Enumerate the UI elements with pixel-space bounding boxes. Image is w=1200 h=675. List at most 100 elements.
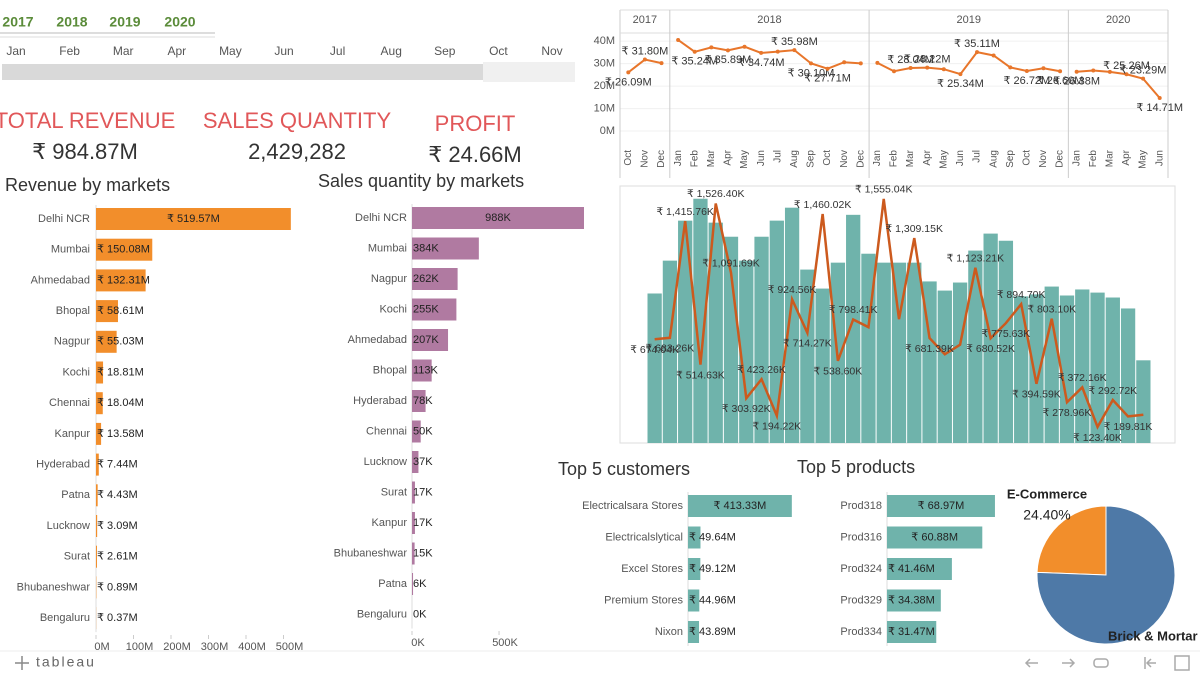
x-tick-label: Jan	[673, 150, 684, 166]
x-tick-label: 0K	[411, 637, 425, 649]
category-label: Delhi NCR	[355, 212, 407, 224]
point	[775, 49, 780, 54]
value-label: ₹ 35.24M	[671, 56, 718, 68]
month-filter[interactable]: Oct	[489, 44, 508, 58]
line	[677, 39, 861, 70]
bar	[887, 526, 983, 549]
x-tick-label: 400M	[238, 641, 266, 653]
year-filter[interactable]: 2020	[164, 14, 195, 30]
month-filter[interactable]: Apr	[167, 44, 186, 58]
bar	[96, 300, 118, 323]
point	[676, 37, 681, 42]
month-filter[interactable]: Feb	[59, 44, 80, 58]
category-label: Prod334	[840, 626, 882, 638]
category-label: Prod324	[840, 563, 882, 575]
category-label: Surat	[64, 551, 90, 563]
kpi-value: ₹ 24.66M	[428, 142, 522, 167]
month-filter[interactable]: Jan	[6, 44, 25, 58]
value-label: ₹ 25.26M	[1103, 60, 1150, 72]
bar	[412, 573, 414, 595]
line	[654, 198, 1144, 430]
tableau-logo	[15, 656, 29, 670]
bar	[96, 484, 98, 507]
bar	[846, 214, 861, 443]
x-tick-label: May	[938, 150, 949, 169]
value-label: ₹ 1,526.40K	[687, 188, 744, 200]
bar	[96, 361, 104, 384]
x-tick-label: Jul	[972, 150, 983, 163]
value-label: ₹ 35.89M	[705, 54, 752, 66]
category-label: Kochi	[62, 366, 90, 378]
month-filter[interactable]: Nov	[541, 44, 562, 58]
point	[626, 70, 631, 75]
month-filter[interactable]: Aug	[381, 44, 402, 58]
x-tick-label: 200M	[163, 641, 191, 653]
category-label: Prod329	[840, 594, 882, 606]
x-tick-label: 100M	[126, 641, 154, 653]
value-label: ₹ 423.26K	[737, 364, 786, 376]
toolbar[interactable]	[1024, 655, 1190, 671]
kpi-value: 2,429,282	[248, 139, 346, 164]
x-tick-label: Dec	[1055, 150, 1066, 168]
value-label: ₹ 303.92K	[722, 403, 771, 415]
category-label: Kanpur	[55, 428, 91, 440]
y-tick-label: 0M	[600, 125, 615, 137]
category-label: Kanpur	[372, 517, 408, 529]
category-label: Prod316	[840, 531, 882, 543]
point	[941, 67, 946, 72]
brand: tableau	[36, 654, 96, 670]
y-tick-label: 10M	[594, 102, 615, 114]
year-filter[interactable]: 2018	[56, 14, 87, 30]
category-label: Bhubaneshwar	[17, 581, 91, 593]
bar	[891, 262, 907, 443]
x-tick-label: 500K	[492, 637, 518, 649]
x-tick-label: Apr	[1121, 149, 1132, 165]
month-filter[interactable]: May	[219, 44, 242, 58]
bar	[412, 390, 426, 412]
value-label: ₹ 26.60M	[1037, 75, 1084, 87]
bar	[96, 208, 291, 230]
month-filter[interactable]: Sep	[434, 44, 456, 58]
category-label: Kochi	[379, 303, 407, 315]
category-label: Ahmedabad	[348, 334, 407, 346]
point	[1141, 76, 1146, 81]
category-label: Nixon	[655, 626, 683, 638]
point	[759, 50, 764, 55]
point	[1024, 68, 1029, 73]
x-tick-label: Aug	[988, 150, 999, 168]
value-label: ₹ 803.10K	[1027, 303, 1076, 315]
bar	[96, 392, 103, 415]
point	[808, 61, 813, 66]
category-label: Electricalsara Stores	[582, 500, 683, 512]
category-label: Excel Stores	[621, 563, 683, 575]
month-filter[interactable]: Jul	[330, 44, 345, 58]
category-label: Patna	[378, 578, 408, 590]
bar	[1136, 360, 1151, 443]
category-label: Premium Stores	[604, 594, 683, 606]
slider-range[interactable]	[2, 64, 483, 80]
year-filter[interactable]: 2017	[2, 14, 33, 30]
month-filter[interactable]: Jun	[274, 44, 293, 58]
value-label: ₹ 41.46M	[888, 563, 935, 575]
value-label: ₹ 27.71M	[804, 73, 851, 85]
pie-slice	[1036, 505, 1176, 645]
bar	[412, 207, 584, 229]
point	[659, 61, 664, 66]
point	[725, 48, 730, 53]
bar	[412, 512, 415, 534]
bar	[412, 542, 415, 565]
value-label: ₹ 58.61M	[97, 305, 144, 317]
month-filter[interactable]: Mar	[113, 44, 134, 58]
point	[991, 53, 996, 58]
category-label: Chennai	[49, 397, 90, 409]
x-tick-label: Oct	[1021, 150, 1032, 166]
x-tick-label: 0M	[94, 641, 109, 653]
year-filter[interactable]: 2019	[109, 14, 140, 30]
value-label: ₹ 26.38M	[1053, 76, 1100, 88]
value-label: ₹ 68.97M	[918, 500, 965, 512]
point	[1107, 69, 1112, 74]
value-label: 0K	[413, 608, 427, 620]
chart-title: Top 5 customers	[558, 459, 690, 479]
bar	[688, 621, 700, 643]
x-tick-label: Nov	[839, 150, 850, 168]
